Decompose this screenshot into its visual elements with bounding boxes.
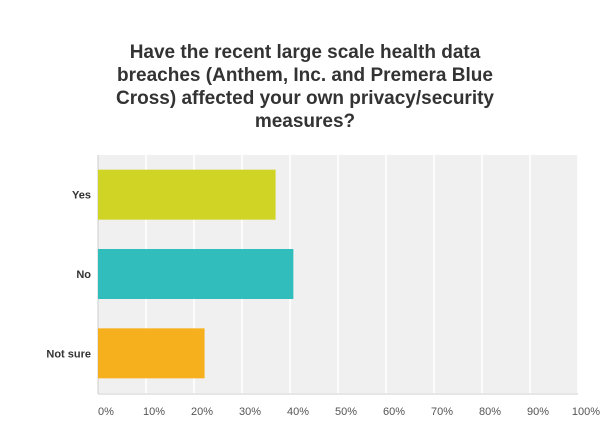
x-tick-label: 0% [98,406,114,418]
x-tick-label: 10% [143,406,165,418]
x-tick-label: 80% [479,406,501,418]
bar-yes [98,169,276,220]
x-tick-label: 60% [383,406,405,418]
x-tick-label: 50% [335,406,357,418]
x-tick-label: 100% [572,406,600,418]
x-tick-label: 20% [191,406,213,418]
chart-title: Have the recent large scale health data … [115,42,494,132]
x-tick-label: 30% [239,406,261,418]
category-label: No [76,269,91,281]
bar-no [98,249,294,299]
category-label: Yes [72,190,91,202]
category-label: Not sure [46,348,91,360]
x-tick-label: 40% [287,406,309,418]
bar-not-sure [98,328,205,379]
x-tick-label: 70% [431,406,453,418]
x-tick-label: 90% [527,406,549,418]
